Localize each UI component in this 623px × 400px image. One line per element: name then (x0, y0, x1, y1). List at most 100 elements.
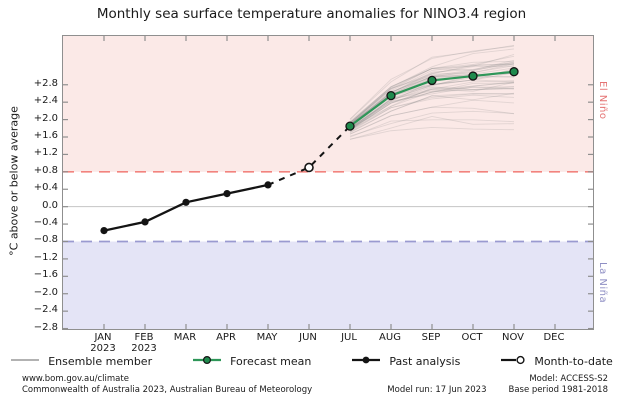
ensemble-member-line (349, 63, 515, 124)
ensemble-member-line (349, 110, 515, 137)
month-label: JUL (341, 332, 357, 343)
ensemble-member-line (349, 81, 515, 131)
y-tick-label: +1.2 (33, 147, 58, 159)
ensemble-member-line (349, 82, 515, 130)
footer-url: www.bom.gov.au/climate (22, 374, 129, 384)
forecast-mean-point (468, 71, 478, 81)
ensemble-member-line (349, 45, 515, 120)
ensemble-member-line (349, 44, 515, 120)
y-tick-label: −0.4 (33, 217, 58, 229)
footer-left: www.bom.gov.au/climate Commonwealth of A… (22, 374, 312, 395)
ensemble-member-line (349, 99, 515, 135)
el-nino-band (63, 36, 593, 172)
month-label: SEP (421, 332, 441, 343)
x-tick-label: MAR (163, 332, 207, 343)
forecast-legend-marker-icon (192, 354, 222, 369)
y-axis-title: °C above or below average (7, 106, 21, 256)
x-tick-label: FEB 2023 (122, 332, 166, 354)
ensemble-member-line (349, 93, 515, 133)
ensemble-member-line (349, 61, 515, 125)
legend-item-month-to-date: Month-to-date (500, 354, 613, 369)
legend-item-past-analysis: Past analysis (351, 354, 460, 369)
month-to-date-connector (267, 125, 351, 186)
past-analysis-point (182, 198, 190, 206)
forecast-mean-point (345, 121, 355, 131)
y-tick-label: −2.4 (33, 304, 58, 316)
y-tick-label: −2.8 (33, 321, 58, 333)
x-tick-label: JUL (327, 332, 371, 343)
y-tick-label: −1.6 (33, 269, 58, 281)
legend-item-ensemble-member: Ensemble member (10, 354, 152, 369)
mtd-legend-marker-icon (500, 354, 526, 369)
month-label: MAY (256, 332, 278, 343)
ensemble-member-line (349, 115, 515, 140)
ensemble-member-line (349, 81, 515, 130)
year-label: 2023 (131, 343, 157, 354)
y-tick-label: −2.0 (33, 286, 58, 298)
y-tick-label: +1.6 (33, 130, 58, 141)
legend-item-label: Month-to-date (534, 355, 613, 368)
footer: www.bom.gov.au/climate Commonwealth of A… (22, 374, 608, 395)
ensemble-member-line (349, 60, 515, 125)
legend: Ensemble member Forecast mean Past analysi… (0, 354, 623, 369)
month-label: MAR (173, 332, 197, 343)
x-tick-label: AUG (368, 332, 412, 343)
x-tick-label: JUN (286, 332, 330, 343)
ensemble-member-line (349, 63, 515, 124)
y-tick-label: +0.8 (33, 164, 58, 176)
past-analysis-point (264, 181, 272, 189)
x-tick-label: DEC (532, 332, 576, 343)
past-analysis-line (103, 183, 269, 232)
x-tick-label: SEP (409, 332, 453, 343)
y-tick-label: −1.2 (33, 251, 58, 263)
past-analysis-point (223, 190, 231, 198)
month-label: OCT (461, 332, 483, 343)
month-label: FEB (134, 332, 154, 343)
ensemble-member-line (349, 79, 515, 129)
x-tick-label: JAN 2023 (81, 332, 125, 354)
ensemble-member-line (349, 94, 515, 132)
ensemble-member-line (349, 86, 515, 131)
ensemble-member-line (349, 63, 515, 123)
year-label: 2023 (90, 343, 116, 354)
footer-model-run: Model run: 17 Jun 2023 (387, 384, 487, 395)
ensemble-member-line (349, 54, 515, 125)
ensemble-member-line (349, 87, 515, 131)
ensemble-member-line (349, 119, 515, 138)
legend-item-label: Ensemble member (48, 355, 153, 368)
x-tick-label: MAY (245, 332, 289, 343)
y-tick-label: +2.8 (33, 77, 58, 89)
footer-model-info: Model: ACCESS-S2 Base period 1981-2018 (508, 374, 608, 395)
chart-title: Monthly sea surface temperature anomalie… (96, 6, 527, 22)
y-tick-label: +2.4 (33, 95, 58, 107)
y-tick-label: 0.0 (42, 199, 58, 211)
legend-item-forecast-mean: Forecast mean (192, 354, 311, 369)
x-tick-label: OCT (450, 332, 494, 343)
footer-model: Model: ACCESS-S2 (529, 374, 608, 384)
la-nina-band (63, 241, 593, 329)
y-tick-label: +2.0 (33, 112, 58, 124)
x-tick-label: APR (204, 332, 248, 343)
ensemble-member-line (349, 65, 515, 126)
footer-base-period: Base period 1981-2018 (508, 384, 608, 395)
ensemble-member-line (349, 59, 515, 123)
footer-copyright: Commonwealth of Australia 2023, Australi… (22, 384, 313, 395)
ensemble-legend-marker-icon (10, 354, 40, 369)
x-tick-label: NOV (491, 332, 535, 343)
legend-item-label: Forecast mean (230, 355, 312, 368)
y-tick-label: −0.8 (33, 234, 58, 246)
month-label: JUN (299, 332, 317, 343)
month-to-date-point (304, 162, 314, 173)
month-label: APR (216, 332, 236, 343)
month-label: JAN (94, 332, 112, 343)
month-label: NOV (501, 332, 525, 343)
ensemble-member-line (349, 48, 515, 122)
past-legend-marker-icon (351, 354, 381, 369)
legend-item-label: Past analysis (389, 355, 461, 368)
past-analysis-point (100, 227, 108, 235)
ensemble-member-line (349, 86, 515, 130)
y-tick-label: +0.4 (33, 182, 58, 194)
chart-canvas (63, 36, 593, 329)
ensemble-member-line (349, 86, 515, 129)
el-nino-label: El Niño (597, 80, 608, 120)
